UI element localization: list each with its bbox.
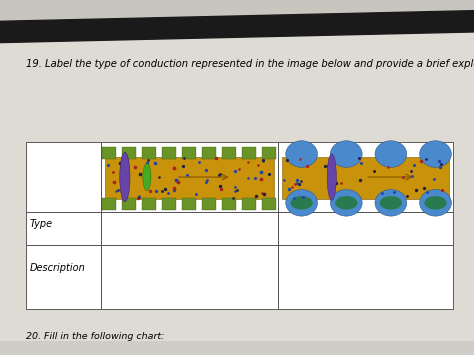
Bar [102,198,117,210]
Ellipse shape [380,196,402,209]
Bar [262,147,276,159]
Bar [142,147,156,159]
Bar [278,212,453,245]
Bar [142,198,156,210]
Ellipse shape [330,190,362,216]
Bar [278,142,453,212]
Ellipse shape [120,152,130,202]
Ellipse shape [291,196,313,209]
Ellipse shape [143,163,151,191]
Bar [26,142,100,212]
Ellipse shape [327,154,337,200]
Text: Type: Type [30,219,53,229]
Bar [100,142,278,212]
Bar [162,198,176,210]
Bar [182,147,197,159]
Bar [262,198,276,210]
Bar [222,198,237,210]
Bar [100,212,278,245]
Ellipse shape [286,190,318,216]
Text: Description: Description [30,263,86,273]
Ellipse shape [330,141,362,167]
Bar [282,157,449,200]
Ellipse shape [375,190,407,216]
Bar [242,147,256,159]
Bar [26,245,100,309]
Text: 19. Label the type of conduction represented in the image below and provide a br: 19. Label the type of conduction represe… [26,59,474,69]
Bar [0,0,474,43]
Text: 20. Fill in the following chart:: 20. Fill in the following chart: [26,332,164,341]
Bar [202,198,217,210]
Polygon shape [0,11,474,43]
Bar [26,212,100,245]
Ellipse shape [335,196,357,209]
Bar [100,245,278,309]
Ellipse shape [419,190,451,216]
Ellipse shape [286,141,318,167]
Bar [122,198,137,210]
Bar [182,198,197,210]
Ellipse shape [375,141,407,167]
Bar [122,147,137,159]
Bar [242,198,256,210]
Bar [102,147,117,159]
Ellipse shape [424,196,447,209]
Bar [222,147,237,159]
Ellipse shape [419,141,451,167]
Bar [278,245,453,309]
Bar [0,32,474,341]
Bar [202,147,217,159]
Bar [104,157,274,200]
Bar [162,147,176,159]
